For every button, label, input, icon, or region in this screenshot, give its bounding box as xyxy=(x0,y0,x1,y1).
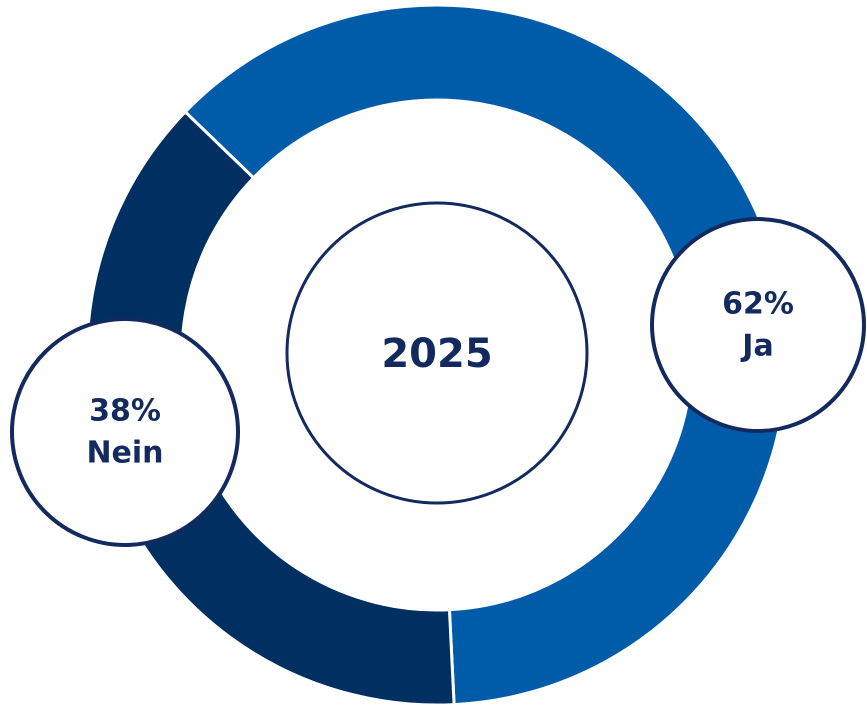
value-label: 38% xyxy=(89,394,161,429)
value-label: 62% xyxy=(722,287,794,322)
category-label: Nein xyxy=(86,436,163,471)
label-circle xyxy=(650,217,866,433)
center-circle xyxy=(285,201,589,505)
donut-segment xyxy=(85,109,456,705)
donut-segment xyxy=(183,3,789,705)
segments xyxy=(85,3,789,705)
labels: 62% Ja 38% Nein xyxy=(10,217,866,547)
center-label: 2025 xyxy=(381,331,492,377)
label-circle xyxy=(10,317,240,547)
category-label: Ja xyxy=(740,329,773,364)
